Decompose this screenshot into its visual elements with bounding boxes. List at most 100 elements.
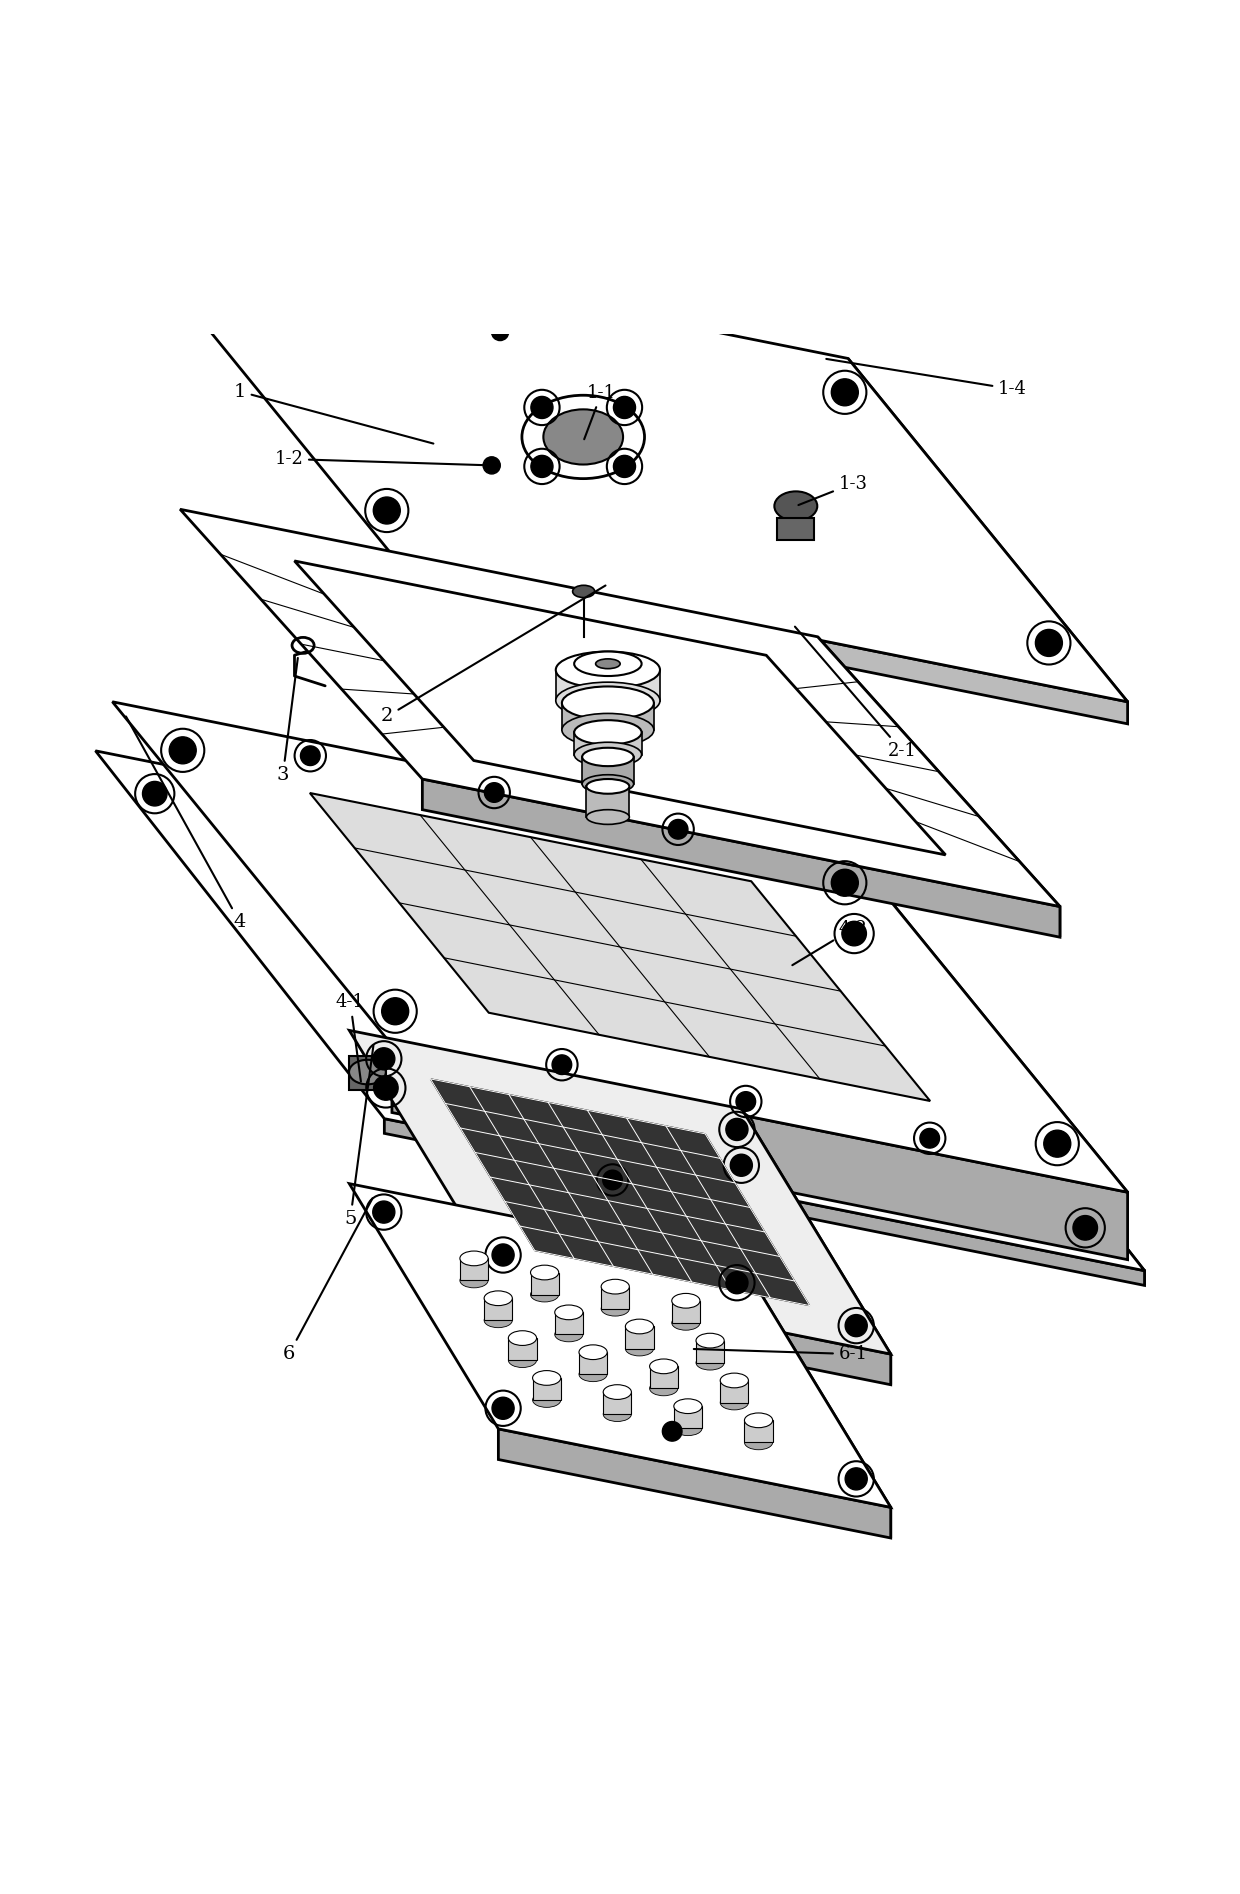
- Polygon shape: [392, 1045, 1127, 1260]
- Circle shape: [1035, 629, 1063, 657]
- Polygon shape: [848, 358, 1127, 724]
- Circle shape: [531, 396, 553, 419]
- Text: 4: 4: [126, 716, 246, 932]
- Circle shape: [300, 746, 320, 765]
- Ellipse shape: [531, 1265, 559, 1280]
- Ellipse shape: [484, 1313, 512, 1328]
- Bar: [601, 1286, 630, 1309]
- Circle shape: [373, 1047, 394, 1070]
- Polygon shape: [423, 778, 1060, 938]
- Text: 2-1: 2-1: [795, 627, 916, 759]
- Ellipse shape: [556, 682, 660, 720]
- Polygon shape: [294, 561, 946, 854]
- Ellipse shape: [556, 652, 660, 688]
- Ellipse shape: [554, 1305, 583, 1320]
- Circle shape: [831, 869, 858, 896]
- Ellipse shape: [625, 1341, 653, 1356]
- Ellipse shape: [672, 1294, 699, 1309]
- Ellipse shape: [673, 1420, 702, 1436]
- Ellipse shape: [573, 585, 595, 599]
- Bar: [556, 670, 660, 701]
- Polygon shape: [113, 212, 1127, 703]
- Polygon shape: [392, 555, 1127, 724]
- Bar: [673, 1405, 702, 1428]
- Text: 2: 2: [381, 585, 605, 725]
- Bar: [574, 733, 641, 754]
- Bar: [720, 1381, 749, 1403]
- Ellipse shape: [625, 1318, 653, 1333]
- Circle shape: [169, 737, 196, 763]
- Circle shape: [169, 246, 196, 273]
- Polygon shape: [498, 1428, 890, 1538]
- Circle shape: [531, 455, 553, 477]
- Circle shape: [842, 920, 867, 945]
- Text: 5: 5: [343, 1045, 373, 1227]
- Circle shape: [552, 1055, 572, 1074]
- Text: 1-4: 1-4: [826, 358, 1027, 398]
- Bar: [582, 758, 634, 784]
- Text: 4-2: 4-2: [792, 920, 867, 966]
- Polygon shape: [113, 703, 1127, 1191]
- Ellipse shape: [650, 1360, 678, 1373]
- Bar: [508, 1337, 537, 1360]
- Ellipse shape: [603, 1385, 631, 1400]
- Circle shape: [485, 782, 503, 803]
- Polygon shape: [430, 1080, 810, 1305]
- Circle shape: [491, 324, 508, 341]
- Bar: [554, 1313, 583, 1335]
- Circle shape: [373, 1076, 398, 1100]
- Ellipse shape: [484, 1292, 512, 1305]
- Circle shape: [603, 1170, 622, 1189]
- Ellipse shape: [579, 1367, 608, 1381]
- Circle shape: [492, 1244, 515, 1265]
- Bar: [744, 1420, 773, 1443]
- Circle shape: [831, 379, 858, 405]
- Bar: [603, 1392, 631, 1415]
- Ellipse shape: [543, 409, 622, 464]
- Circle shape: [668, 820, 688, 839]
- Ellipse shape: [720, 1396, 749, 1409]
- Ellipse shape: [582, 775, 634, 794]
- Polygon shape: [384, 1119, 1145, 1286]
- Ellipse shape: [574, 652, 641, 676]
- Polygon shape: [350, 1030, 890, 1354]
- Text: 1-2: 1-2: [274, 451, 489, 468]
- Bar: [562, 703, 653, 729]
- Ellipse shape: [720, 1373, 749, 1388]
- Ellipse shape: [531, 1288, 559, 1301]
- Bar: [625, 1326, 653, 1349]
- Circle shape: [484, 456, 500, 474]
- Ellipse shape: [460, 1273, 489, 1288]
- Bar: [696, 1341, 724, 1362]
- Polygon shape: [817, 636, 1060, 938]
- Circle shape: [725, 1271, 748, 1294]
- Ellipse shape: [601, 1301, 630, 1316]
- Circle shape: [920, 1129, 940, 1148]
- Circle shape: [614, 396, 636, 419]
- Bar: [587, 786, 630, 816]
- Circle shape: [846, 1314, 867, 1337]
- Circle shape: [373, 496, 401, 525]
- Ellipse shape: [508, 1331, 537, 1345]
- Bar: [348, 1057, 386, 1091]
- Circle shape: [1073, 1216, 1097, 1241]
- Ellipse shape: [554, 1328, 583, 1341]
- Ellipse shape: [744, 1413, 773, 1428]
- Polygon shape: [742, 1261, 890, 1538]
- Circle shape: [143, 782, 167, 807]
- Bar: [532, 1379, 560, 1400]
- Polygon shape: [498, 1275, 890, 1385]
- Polygon shape: [310, 794, 930, 1100]
- Ellipse shape: [348, 1061, 386, 1085]
- Polygon shape: [180, 509, 1060, 907]
- Ellipse shape: [595, 659, 620, 669]
- Ellipse shape: [587, 778, 630, 794]
- Bar: [650, 1366, 678, 1388]
- Ellipse shape: [460, 1252, 489, 1265]
- Circle shape: [737, 1091, 755, 1112]
- Ellipse shape: [744, 1436, 773, 1449]
- Circle shape: [846, 1468, 867, 1491]
- Ellipse shape: [696, 1333, 724, 1349]
- Ellipse shape: [579, 1345, 608, 1360]
- Bar: [672, 1301, 699, 1322]
